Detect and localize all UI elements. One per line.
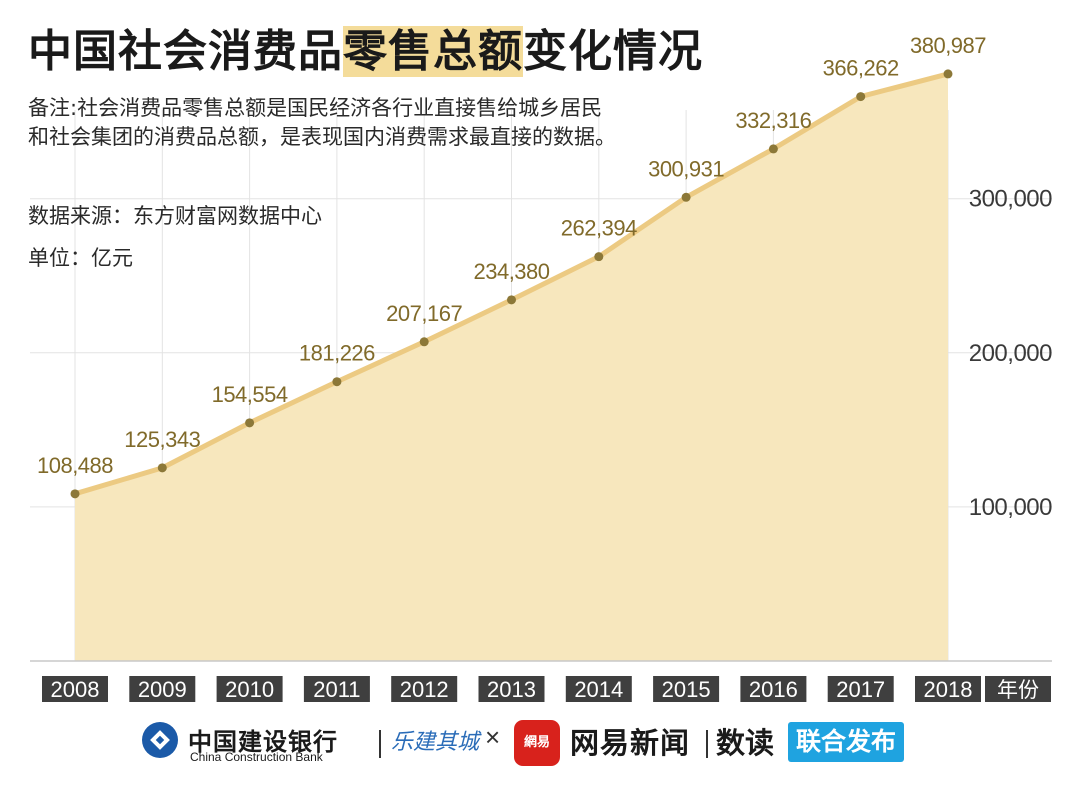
unit-label: 单位：亿元: [28, 246, 133, 270]
data-point: [943, 69, 953, 79]
x-tick-bg: [303, 676, 370, 702]
data-label: 207,167: [386, 301, 462, 326]
x-tick-label: 2013: [487, 677, 536, 702]
data-point: [507, 295, 516, 305]
joint-release-badge: 联合发布: [788, 722, 905, 762]
footer-publishers: 中国建设银行 China Construction Bank 乐建其城 × 網易…: [0, 714, 1080, 774]
x-tick-label: 2017: [836, 677, 885, 702]
x-tick-bg: [740, 676, 807, 702]
x-tick-bg: [391, 676, 458, 702]
x-axis-label-bg: [985, 676, 1051, 702]
data-point: [157, 463, 167, 473]
ccb-name-en: China Construction Bank: [190, 750, 323, 764]
data-label: 332,316: [735, 108, 811, 133]
data-label: 300,931: [648, 156, 724, 181]
x-tick-bg: [42, 676, 108, 702]
x-tick-label: 2011: [313, 677, 360, 702]
data-point: [856, 92, 866, 102]
x-axis-label: 年份: [997, 678, 1039, 702]
data-point: [768, 144, 778, 154]
data-point: [332, 377, 342, 387]
area-fill: [75, 73, 948, 661]
x-tick-bg: [565, 676, 632, 702]
ccb-name: 中国建设银行: [188, 728, 338, 756]
chart-note: 备注:社会消费品零售总额是国民经济各行业直接售给城乡居民和社会集团的消费品总额，…: [28, 96, 616, 149]
data-source: 数据来源：东方财富网数据中心: [28, 204, 322, 228]
data-label: 262,394: [561, 216, 637, 241]
data-label: 234,380: [473, 259, 549, 284]
data-point: [681, 192, 691, 202]
x-tick-bg: [915, 676, 981, 702]
footer-divider: [706, 730, 708, 758]
data-label: 380,987: [910, 33, 986, 58]
collab-times-sign: ×: [485, 722, 501, 752]
data-label: 154,554: [212, 382, 288, 407]
x-tick-label: 2014: [574, 677, 623, 702]
ccb-logo-icon: [142, 722, 178, 758]
data-label: 366,262: [823, 56, 899, 81]
data-point: [594, 252, 604, 262]
title-highlight: 零售总额: [343, 26, 523, 77]
netease-news-name: 网易新闻: [570, 726, 691, 760]
y-tick-label: 300,000: [969, 186, 1052, 213]
data-point: [245, 418, 255, 428]
x-tick-bg: [653, 676, 720, 702]
data-point: [70, 489, 80, 499]
lejian-logo: 乐建其城: [391, 730, 480, 755]
x-tick-bg: [216, 676, 283, 702]
footer-divider: [379, 730, 381, 758]
y-tick-label: 200,000: [969, 340, 1052, 367]
page-title: 中国社会消费品零售总额变化情况: [28, 26, 703, 77]
shudu-name: 数读: [716, 726, 775, 760]
x-tick-label: 2016: [749, 677, 798, 702]
data-label: 125,343: [124, 427, 200, 452]
data-label: 181,226: [299, 341, 375, 366]
x-tick-bg: [129, 676, 196, 702]
x-tick-bg: [827, 676, 894, 702]
netease-logo-icon: 網易: [514, 720, 560, 766]
x-tick-label: 2009: [138, 677, 187, 702]
x-tick-label: 2012: [400, 677, 449, 702]
x-tick-label: 2010: [225, 677, 274, 702]
y-tick-label: 100,000: [969, 494, 1052, 521]
x-tick-bg: [478, 676, 545, 702]
x-tick-label: 2008: [51, 677, 100, 702]
data-label: 108,488: [37, 453, 113, 478]
x-tick-label: 2015: [662, 677, 711, 702]
x-tick-label: 2018: [924, 677, 973, 702]
data-point: [419, 337, 429, 347]
